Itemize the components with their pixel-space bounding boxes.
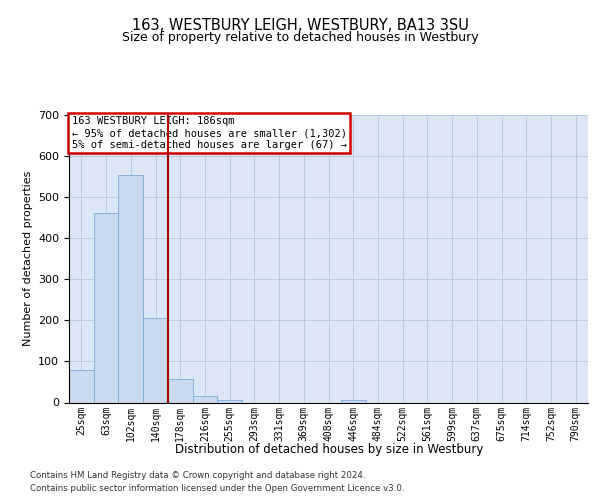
Bar (69, 370, 94, 402)
Y-axis label: Number of detached properties: Number of detached properties (23, 171, 32, 346)
Text: Contains HM Land Registry data © Crown copyright and database right 2024.: Contains HM Land Registry data © Crown c… (30, 471, 365, 480)
Bar (168, 378, 193, 402)
Bar (118, 174, 143, 402)
Bar (193, 396, 217, 402)
Bar (143, 318, 168, 402)
Bar (94, 213, 118, 402)
Bar (217, 400, 242, 402)
Text: Contains public sector information licensed under the Open Government Licence v3: Contains public sector information licen… (30, 484, 404, 493)
Text: Size of property relative to detached houses in Westbury: Size of property relative to detached ho… (122, 31, 478, 44)
Text: Distribution of detached houses by size in Westbury: Distribution of detached houses by size … (175, 442, 483, 456)
Text: 163, WESTBURY LEIGH, WESTBURY, BA13 3SU: 163, WESTBURY LEIGH, WESTBURY, BA13 3SU (131, 18, 469, 32)
Bar (341, 400, 365, 402)
Text: 163 WESTBURY LEIGH: 186sqm
← 95% of detached houses are smaller (1,302)
5% of se: 163 WESTBURY LEIGH: 186sqm ← 95% of deta… (71, 116, 347, 150)
